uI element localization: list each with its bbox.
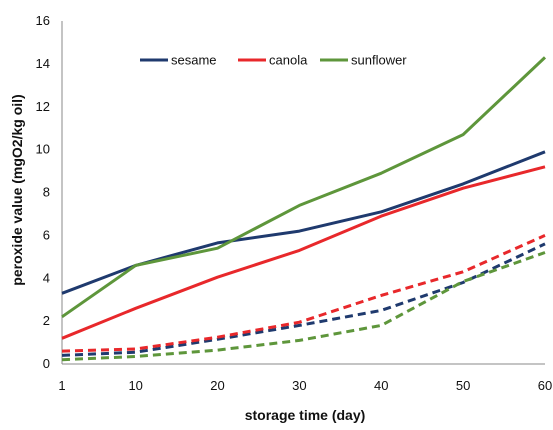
legend-label-sesame: sesame <box>171 53 217 68</box>
y-tick-label: 16 <box>36 13 50 28</box>
y-axis-title: peroxide value (mgO2/kg oil) <box>9 94 25 285</box>
x-tick-label: 30 <box>292 378 306 393</box>
y-tick-label: 0 <box>43 356 50 371</box>
series-line-sesame-solid <box>61 150 546 295</box>
series-line-canola-solid <box>61 165 546 340</box>
y-axis-ticks: 0 2 4 6 8 10 12 14 16 <box>36 13 50 371</box>
axes <box>61 21 545 365</box>
series-line-sunflower-solid <box>61 56 547 319</box>
y-tick-label: 10 <box>36 142 50 157</box>
y-tick-label: 8 <box>43 185 50 200</box>
x-tick-label: 50 <box>456 378 470 393</box>
series-lines <box>61 56 547 362</box>
x-tick-label: 60 <box>538 378 552 393</box>
x-axis-ticks: 1 10 20 30 40 50 60 <box>58 378 552 393</box>
x-tick-label: 20 <box>210 378 224 393</box>
series-line-unlabeled-3-dashed <box>61 251 546 362</box>
legend-label-sunflower: sunflower <box>351 53 407 68</box>
x-axis-title: storage time (day) <box>245 407 366 423</box>
y-tick-label: 12 <box>36 99 50 114</box>
y-tick-label: 4 <box>43 270 50 285</box>
series-line-unlabeled-2-dashed <box>61 234 546 353</box>
y-tick-label: 6 <box>43 227 50 242</box>
y-tick-label: 2 <box>43 313 50 328</box>
x-tick-label: 40 <box>374 378 388 393</box>
series-line-unlabeled-1-dashed <box>61 242 546 357</box>
y-tick-label: 14 <box>36 56 50 71</box>
legend: sesame canola sunflower <box>140 53 407 68</box>
x-tick-label: 1 <box>58 378 65 393</box>
x-tick-label: 10 <box>128 378 142 393</box>
legend-label-canola: canola <box>269 53 308 68</box>
